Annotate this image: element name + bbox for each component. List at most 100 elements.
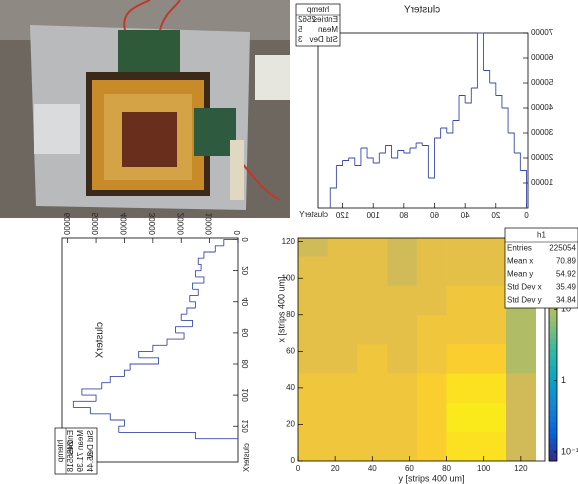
histogram-bin [118,425,125,433]
histogram-bin [391,150,399,159]
x-tick-label: 40 [460,211,469,220]
heatmap-cell [357,344,388,374]
histogram-bin [195,276,205,284]
y-tick-label: 0 [291,456,296,465]
heatmap-cell [357,314,388,345]
colorbar-step [549,416,557,423]
plot-frame [317,32,529,209]
histogram-bin [129,363,159,371]
stats-label: Mean y [507,270,533,279]
heatmap-cell [357,402,388,433]
histogram-bin [403,148,411,154]
stats-value: 5 [297,25,302,34]
heatmap-cell [298,344,329,374]
y-tick-label: 40000 [120,213,129,236]
stats-value: 225054 [549,244,576,253]
heatmap-cell [387,285,418,316]
colorbar-step [549,366,557,373]
histogram-bin [342,158,350,161]
stats-label: Mean [318,25,338,34]
heatmap-cell [387,256,418,286]
histogram-bin [422,145,429,178]
y-tick-label: 40 [286,383,295,392]
clusterY-panel: 10000 20000 30000 40000 50000 60000 70000 0 20 40… [295,3,553,220]
stats-label: Entries [66,430,75,455]
histogram-bin [186,307,196,315]
colorbar-step [549,371,557,378]
histogram-bin [373,153,380,164]
histogram-bin [223,239,238,246]
heatmap-cell [357,238,388,257]
heatmap-cell [387,314,418,345]
heatmap-cell [387,238,418,257]
histogram-bin [459,95,466,103]
heatmap-cell [327,431,358,461]
x-axis-label: clusterY [298,210,328,219]
histogram-bin [446,120,454,134]
stats-label: Mean x [507,257,533,266]
colorbar-step [549,343,557,350]
heatmap-cell [327,238,358,257]
x-tick-label: 80 [241,360,250,369]
heatmap-cell [357,256,388,286]
heatmap-cell [416,431,447,461]
x-tick-label: 60 [241,328,250,337]
histogram-bin [514,152,521,171]
histogram-bin [434,128,442,139]
y-tick-label: 60 [286,346,295,355]
histogram-bin [192,288,199,296]
heatmap-cell [476,431,507,461]
histogram-bin [477,32,484,71]
heatmap-cell [327,373,358,403]
colorbar-step [549,377,557,384]
heatmap-cell [327,285,358,316]
histogram-bin [81,394,97,402]
histogram-bin [465,88,472,104]
clusterX-panel: 0 10000 20000 30000 40000 50000 60000 0 20 40 60 80… [54,213,251,475]
histogram-bin [175,326,193,333]
heatmap-cell [446,431,477,461]
stats-label: Mean [76,430,85,450]
histogram-bin [203,251,216,259]
heatmap-cell [446,285,477,316]
heatmap-cell [416,285,447,316]
stats-label: Std Dev [86,430,95,458]
colorbar-step [549,438,557,445]
y-tick-label: 80 [286,310,295,319]
x-tick-label: 100 [241,388,250,402]
colorbar-step [549,421,557,429]
histogram-bin [409,143,417,149]
histogram-bin [440,127,448,133]
plot-frame [297,237,546,462]
chart-title: clusterY [404,5,440,16]
histogram-bin [360,147,368,158]
heatmap-cell [357,373,388,403]
y-axis-label: x [strips 400 um] [276,276,286,342]
histogram-bin [508,132,515,153]
histogram-bin [197,257,204,265]
histogram-bin [194,270,202,277]
stats-label: Std Dev y [507,296,542,305]
histogram-bin [166,338,185,346]
histogram-bin [385,145,393,158]
stats-box [504,227,578,309]
colorbar-step [549,338,557,345]
stats-value: 2456518 [66,441,75,473]
histogram-bin [110,419,125,427]
x-axis-label: clusterX [242,443,251,473]
colorbar-step [549,310,557,317]
x-tick-label: 60 [405,464,414,473]
heatmap-cells [298,238,537,461]
heatmap-cell [506,314,537,345]
stats-title: htemp [306,5,329,14]
x-tick-label: 0 [524,211,529,220]
heatmap-cell [298,431,329,461]
heatmap-cell [506,402,537,433]
histogram-bin [81,388,102,396]
histogram-bin [198,263,202,271]
colorbar-step [549,327,557,334]
x-axis-label: y [strips 400 um] [398,473,464,483]
heatmap-cell [446,238,477,257]
chart-title: clusterX [95,322,106,358]
colorbar-step [549,388,557,395]
